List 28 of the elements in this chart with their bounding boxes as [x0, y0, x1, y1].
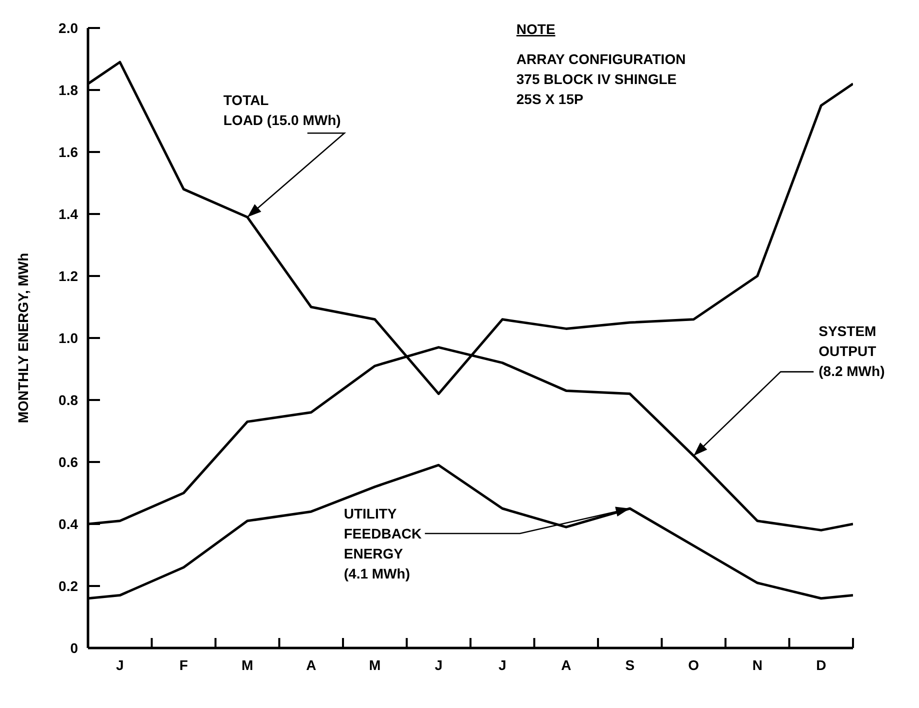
- y-tick-label: 0.4: [58, 516, 78, 532]
- y-tick-label: 0: [70, 640, 78, 656]
- x-tick-label: S: [625, 657, 635, 673]
- y-tick-label: 1.8: [58, 82, 78, 98]
- x-tick-label: J: [434, 657, 443, 673]
- x-tick-label: D: [816, 657, 826, 673]
- y-tick-label: 0.2: [58, 578, 78, 594]
- y-tick-label: 0.8: [58, 392, 78, 408]
- y-tick-label: 1.2: [58, 268, 78, 284]
- y-axis-title: MONTHLY ENERGY, MWh: [15, 252, 31, 424]
- y-tick-label: 1.4: [58, 206, 78, 222]
- y-tick-label: 2.0: [58, 20, 78, 36]
- x-tick-label: M: [242, 657, 254, 673]
- x-tick-label: F: [179, 657, 188, 673]
- x-tick-label: A: [561, 657, 572, 673]
- annotation: TOTAL LOAD (15.0 MWh): [223, 92, 341, 128]
- x-tick-label: A: [306, 657, 316, 673]
- x-tick-label: O: [688, 657, 700, 673]
- y-tick-label: 1.0: [58, 330, 78, 346]
- x-tick-label: J: [116, 657, 124, 673]
- y-tick-label: 1.6: [58, 144, 78, 160]
- x-tick-label: J: [498, 657, 506, 673]
- x-tick-label: M: [369, 657, 381, 673]
- annotation: NOTE ARRAY CONFIGURATION 375 BLOCK IV SHINGLE 25S X 15P: [516, 21, 686, 107]
- y-tick-label: 0.6: [58, 454, 78, 470]
- annotation: SYSTEM OUTPUT (8.2 MWh): [818, 322, 885, 379]
- annotation: UTILITY FEEDBACK ENERGY (4.1 MWh): [344, 506, 422, 582]
- x-tick-label: N: [752, 657, 762, 673]
